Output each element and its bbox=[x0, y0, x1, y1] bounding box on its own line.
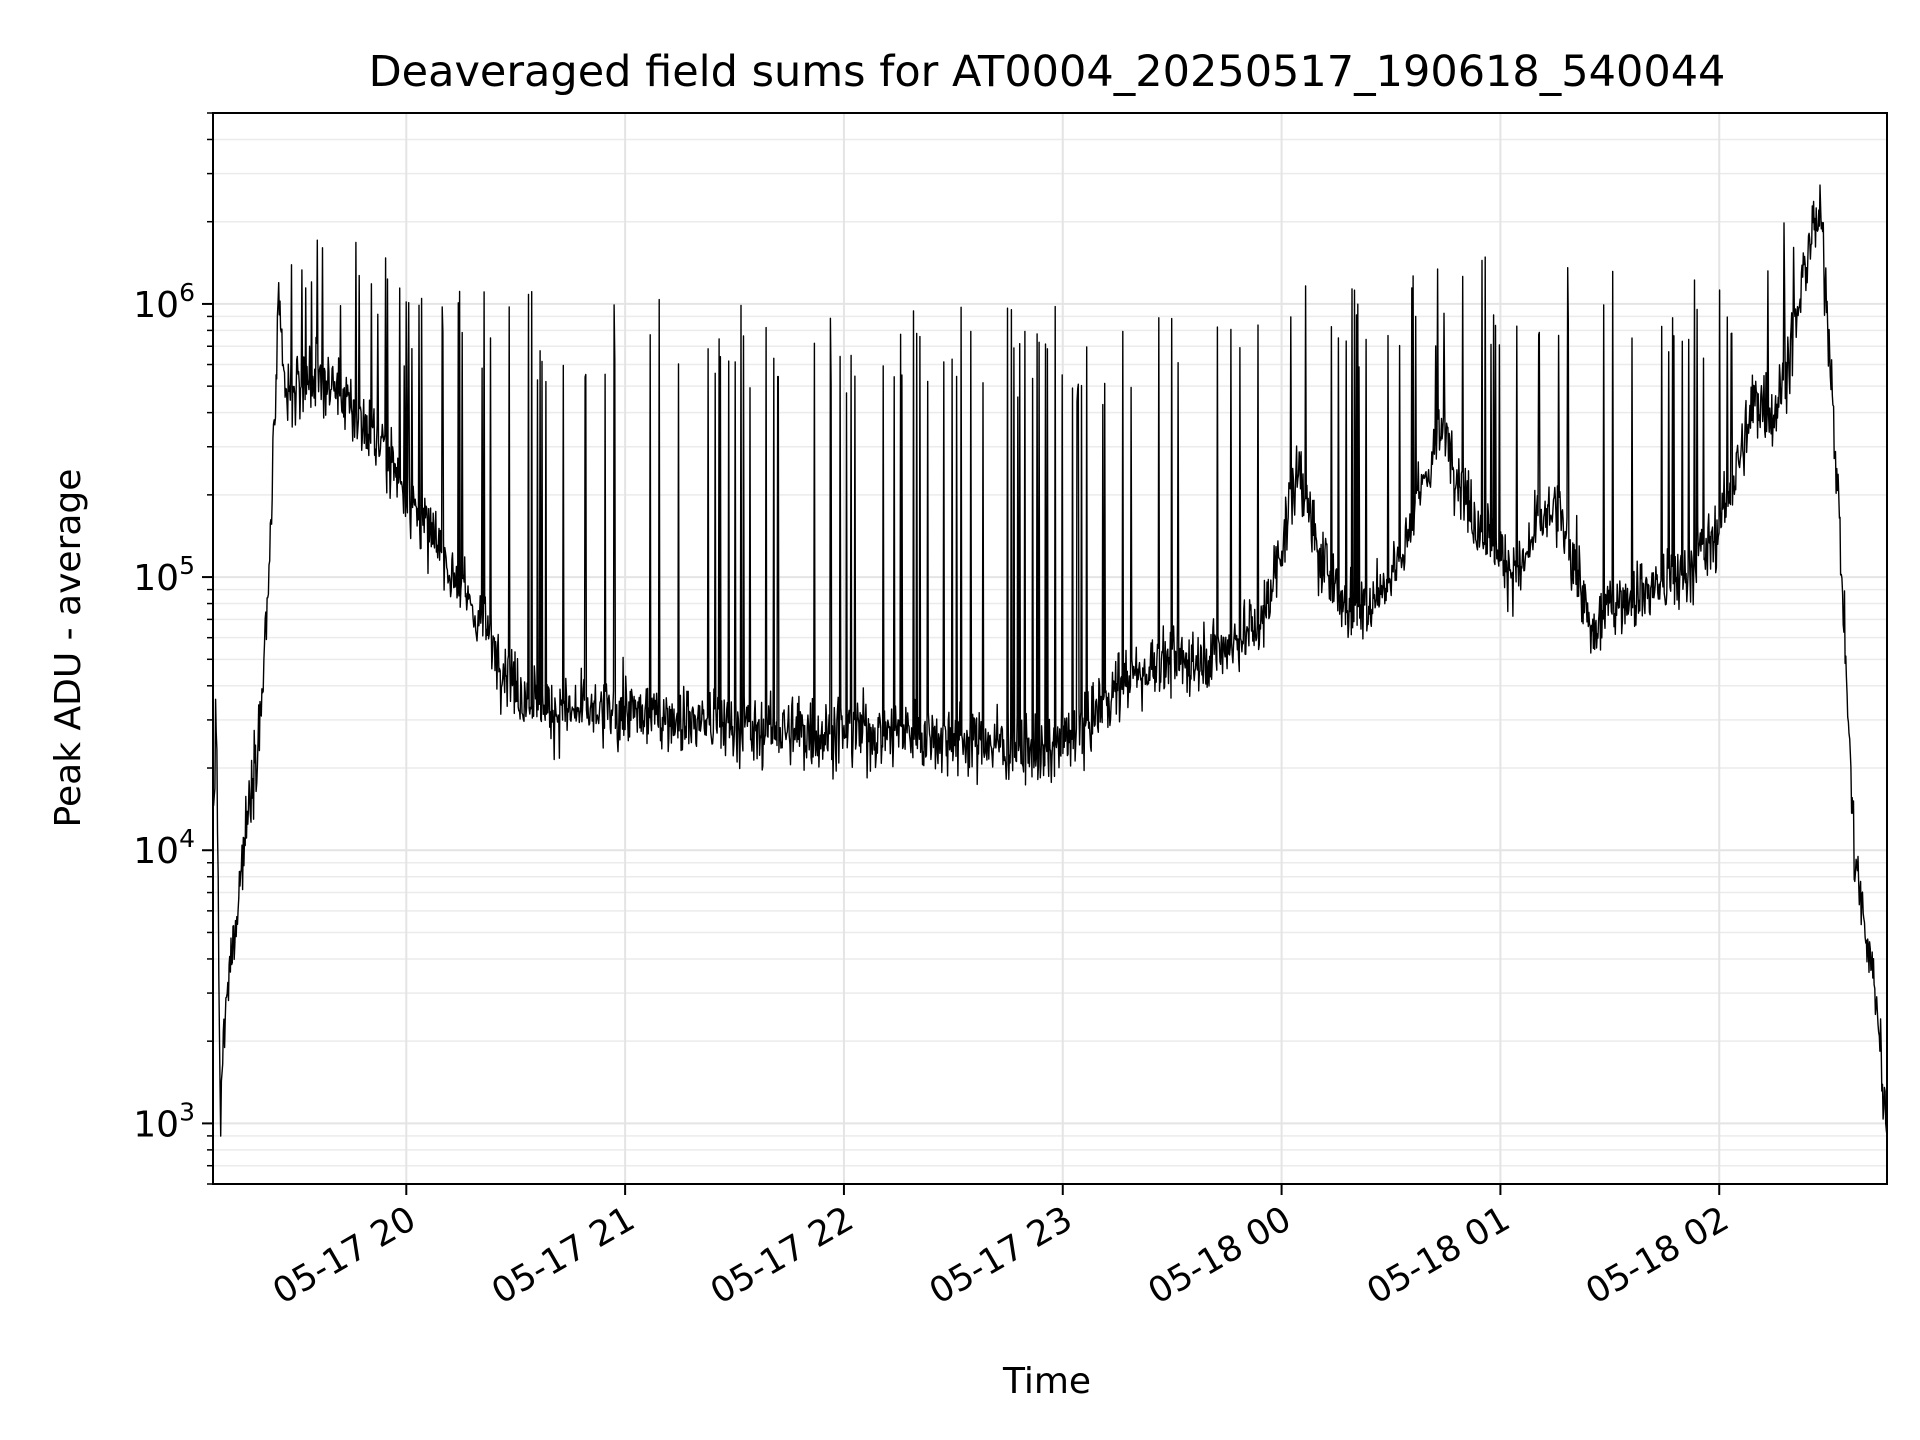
x-axis-label: Time bbox=[1002, 1361, 1091, 1402]
y-tick-label-exponent: 6 bbox=[179, 278, 195, 307]
plot-layer bbox=[212, 184, 1888, 1137]
y-tick-label-exponent: 5 bbox=[179, 551, 195, 580]
y-tick-label: 103 bbox=[133, 1097, 195, 1145]
y-tick-label: 104 bbox=[133, 824, 195, 872]
y-tick-label: 106 bbox=[133, 278, 195, 326]
y-tick-label-base: 10 bbox=[133, 831, 179, 872]
y-tick-label-base: 10 bbox=[133, 1104, 179, 1145]
y-tick-label-exponent: 4 bbox=[179, 824, 195, 853]
y-axis-label: Peak ADU - average bbox=[48, 469, 89, 828]
y-tick-label-base: 10 bbox=[133, 285, 179, 326]
y-tick-label-exponent: 3 bbox=[179, 1097, 195, 1126]
plot-area-frame bbox=[212, 112, 1888, 1185]
chart-title: Deaveraged field sums for AT0004_2025051… bbox=[369, 47, 1726, 97]
series-line bbox=[212, 184, 1888, 1137]
y-tick-label-base: 10 bbox=[133, 558, 179, 599]
y-tick-label: 105 bbox=[133, 551, 195, 599]
